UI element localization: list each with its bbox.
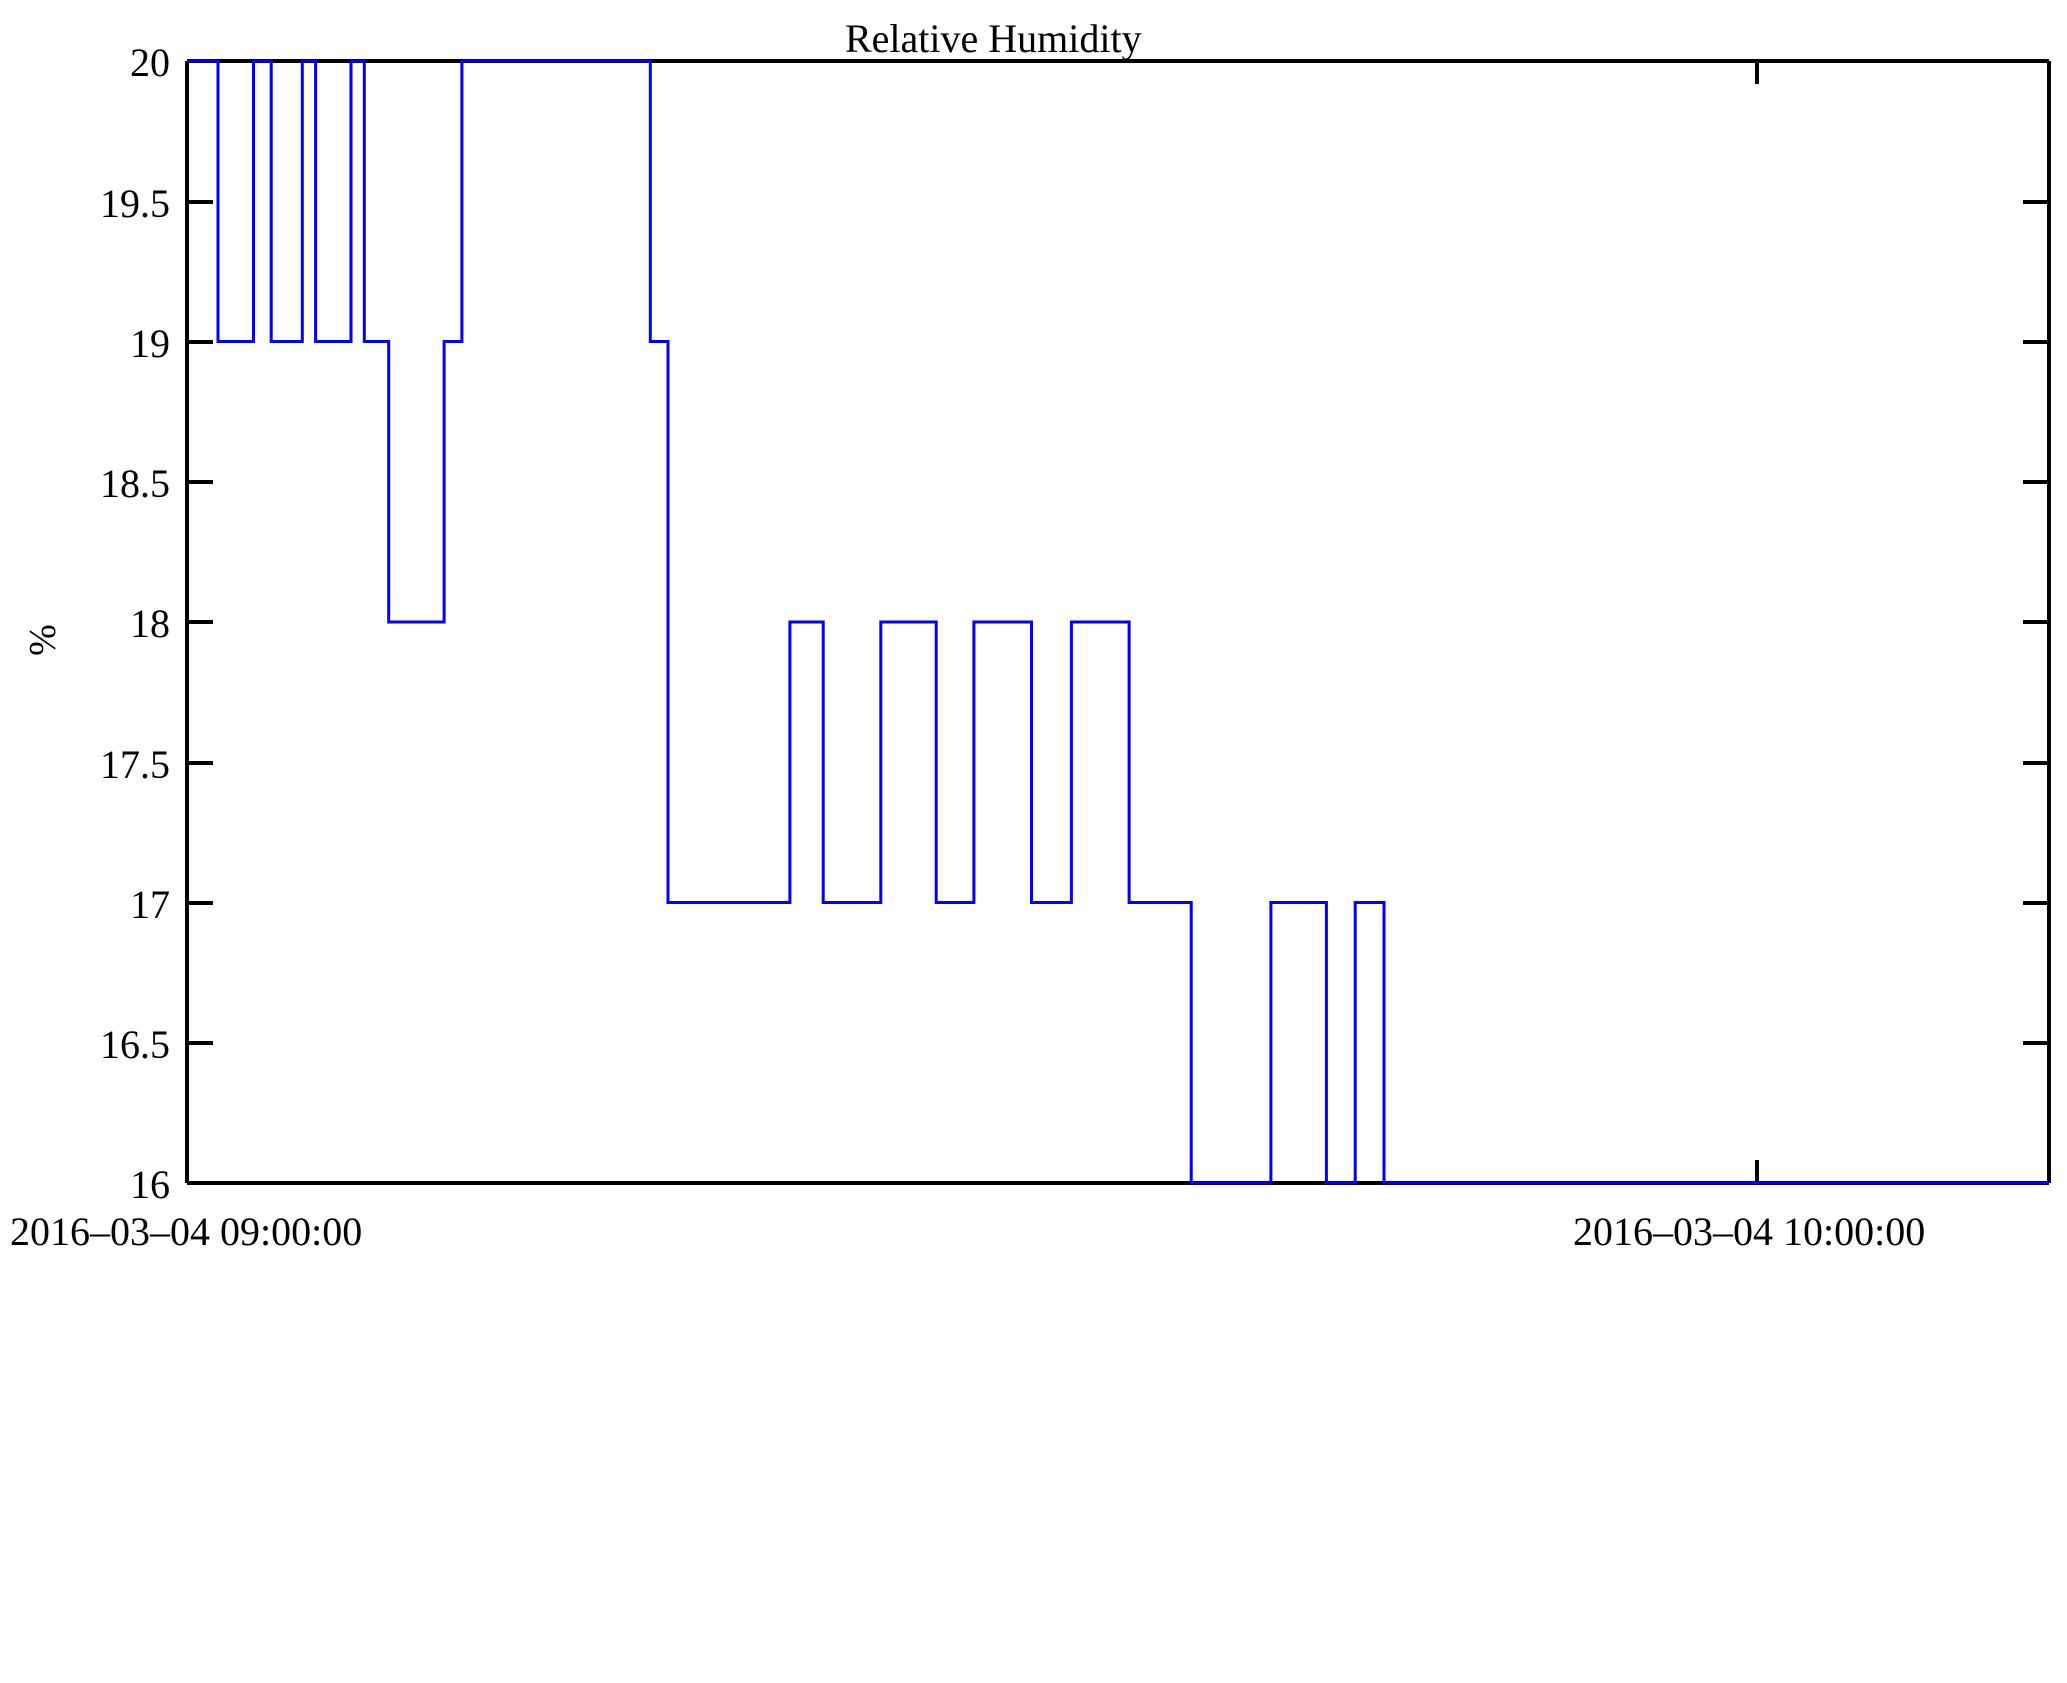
y-axis-label: % bbox=[22, 624, 64, 656]
x-tick-labels: 2016–03–04 09:00:00 2016–03–04 10:00:00 bbox=[10, 1209, 1925, 1254]
y-tick-labels: 20 19.5 19 18.5 18 17.5 17 16.5 16 bbox=[100, 40, 170, 1207]
y-tick-label: 17 bbox=[130, 882, 170, 927]
y-tick-label: 16.5 bbox=[100, 1022, 170, 1067]
humidity-step-line bbox=[187, 59, 2049, 1185]
y-tick-label: 20 bbox=[130, 40, 170, 85]
x-tick-label-end: 2016–03–04 10:00:00 bbox=[1573, 1209, 1925, 1254]
y-tick-label: 17.5 bbox=[100, 742, 170, 787]
y-tick-label: 18 bbox=[130, 601, 170, 646]
y-tick-label: 16 bbox=[130, 1162, 170, 1207]
y-tick-label: 19 bbox=[130, 321, 170, 366]
y-tick-label: 18.5 bbox=[100, 461, 170, 506]
chart-title: Relative Humidity bbox=[845, 16, 1142, 61]
y-tick-label: 19.5 bbox=[100, 181, 170, 226]
y-tick-marks bbox=[187, 200, 2049, 1045]
x-tick-label-start: 2016–03–04 09:00:00 bbox=[10, 1209, 362, 1254]
